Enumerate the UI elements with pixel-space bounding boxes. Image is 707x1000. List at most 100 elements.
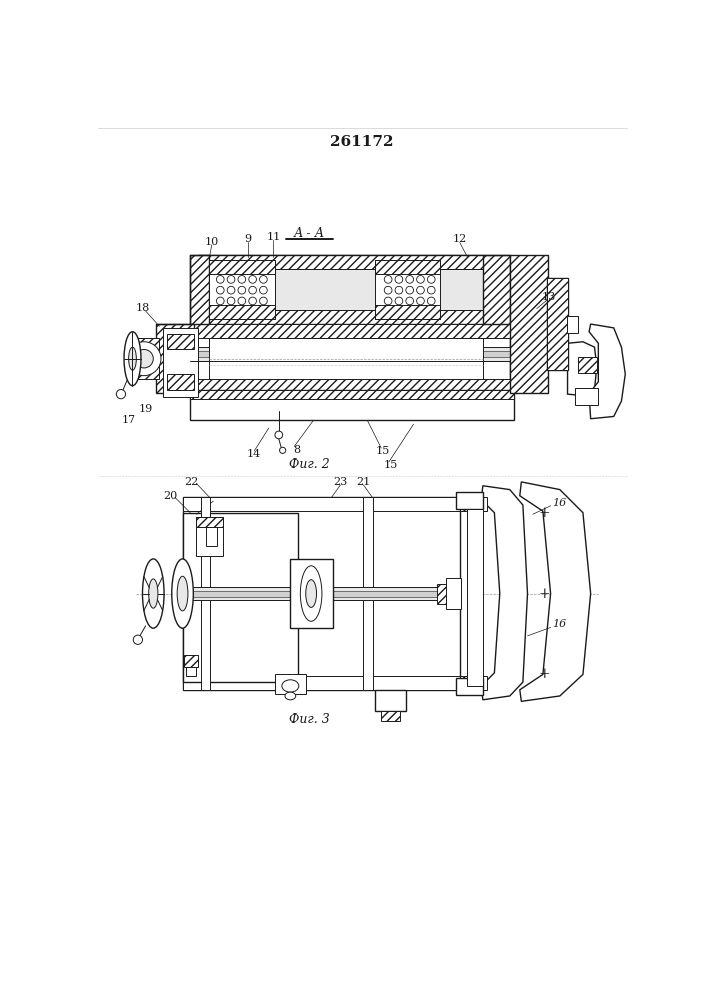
Text: 17: 17 — [122, 415, 136, 425]
Text: +: + — [539, 506, 550, 520]
Circle shape — [385, 286, 392, 294]
Bar — [167, 374, 194, 389]
Bar — [456, 678, 483, 695]
Bar — [567, 316, 578, 333]
Bar — [375, 690, 406, 711]
Bar — [190, 379, 510, 393]
Bar — [209, 338, 483, 379]
Bar — [197, 517, 223, 527]
Circle shape — [428, 297, 435, 305]
Bar — [375, 305, 440, 319]
Text: 23: 23 — [333, 477, 348, 487]
Bar — [209, 305, 275, 319]
Ellipse shape — [177, 576, 188, 611]
Bar — [460, 497, 477, 511]
Text: +: + — [539, 587, 550, 601]
Bar — [547, 278, 568, 370]
Circle shape — [428, 276, 435, 283]
Bar — [132, 338, 160, 379]
Circle shape — [395, 297, 403, 305]
Bar — [375, 260, 440, 274]
Ellipse shape — [305, 580, 317, 607]
Bar — [190, 389, 514, 399]
Polygon shape — [481, 486, 527, 700]
Circle shape — [259, 276, 267, 283]
Bar — [187, 667, 196, 676]
Circle shape — [216, 276, 224, 283]
Text: 15: 15 — [375, 446, 390, 456]
Bar — [197, 517, 223, 556]
Bar — [206, 527, 217, 546]
Bar — [363, 497, 373, 690]
Circle shape — [395, 276, 403, 283]
Text: Фиг. 2: Фиг. 2 — [289, 458, 330, 471]
Bar — [167, 334, 194, 349]
Circle shape — [259, 286, 267, 294]
Text: 13: 13 — [541, 292, 556, 302]
Bar — [182, 513, 298, 682]
Polygon shape — [589, 324, 625, 419]
Bar — [182, 497, 479, 690]
Bar — [182, 676, 486, 690]
Text: 8: 8 — [293, 445, 300, 455]
Bar — [190, 324, 510, 393]
Circle shape — [385, 276, 392, 283]
Bar — [575, 388, 598, 405]
Circle shape — [249, 297, 257, 305]
Bar — [182, 587, 460, 600]
Circle shape — [279, 447, 286, 453]
Polygon shape — [568, 342, 597, 396]
Polygon shape — [520, 482, 590, 701]
Text: 21: 21 — [356, 477, 370, 487]
Circle shape — [135, 349, 153, 368]
Text: 11: 11 — [267, 232, 281, 242]
Circle shape — [416, 286, 424, 294]
Ellipse shape — [148, 579, 158, 608]
Bar — [198, 255, 483, 269]
Circle shape — [238, 297, 246, 305]
Bar — [190, 351, 510, 357]
Text: 261172: 261172 — [330, 135, 394, 149]
Circle shape — [406, 297, 414, 305]
Bar — [190, 389, 514, 420]
Bar — [483, 255, 510, 324]
Ellipse shape — [129, 347, 136, 370]
Bar — [182, 591, 460, 597]
Text: 16: 16 — [552, 498, 566, 508]
Bar — [381, 711, 399, 721]
Circle shape — [238, 276, 246, 283]
Bar — [209, 260, 275, 274]
Text: 16: 16 — [552, 619, 566, 629]
Bar — [198, 269, 483, 310]
Bar — [275, 674, 305, 694]
Text: 9: 9 — [245, 234, 252, 244]
Ellipse shape — [143, 559, 164, 628]
Bar — [547, 278, 568, 370]
Circle shape — [249, 286, 257, 294]
Circle shape — [227, 297, 235, 305]
Circle shape — [117, 389, 126, 399]
Bar — [190, 255, 209, 324]
Text: +: + — [539, 667, 550, 681]
Ellipse shape — [285, 692, 296, 700]
Circle shape — [216, 297, 224, 305]
Text: 14: 14 — [247, 449, 262, 459]
Ellipse shape — [124, 332, 141, 386]
Circle shape — [416, 276, 424, 283]
Text: А - А: А - А — [294, 227, 325, 240]
Circle shape — [406, 276, 414, 283]
Ellipse shape — [300, 566, 322, 621]
Text: 12: 12 — [452, 234, 467, 244]
Bar — [156, 324, 194, 393]
Text: 15: 15 — [383, 460, 397, 470]
Bar — [375, 260, 440, 319]
Text: 19: 19 — [139, 404, 153, 414]
Bar — [182, 497, 486, 511]
Circle shape — [275, 431, 283, 439]
Bar — [446, 578, 461, 609]
Circle shape — [395, 286, 403, 294]
Circle shape — [227, 286, 235, 294]
Text: 20: 20 — [163, 491, 177, 501]
Circle shape — [216, 286, 224, 294]
Text: 22: 22 — [184, 477, 199, 487]
